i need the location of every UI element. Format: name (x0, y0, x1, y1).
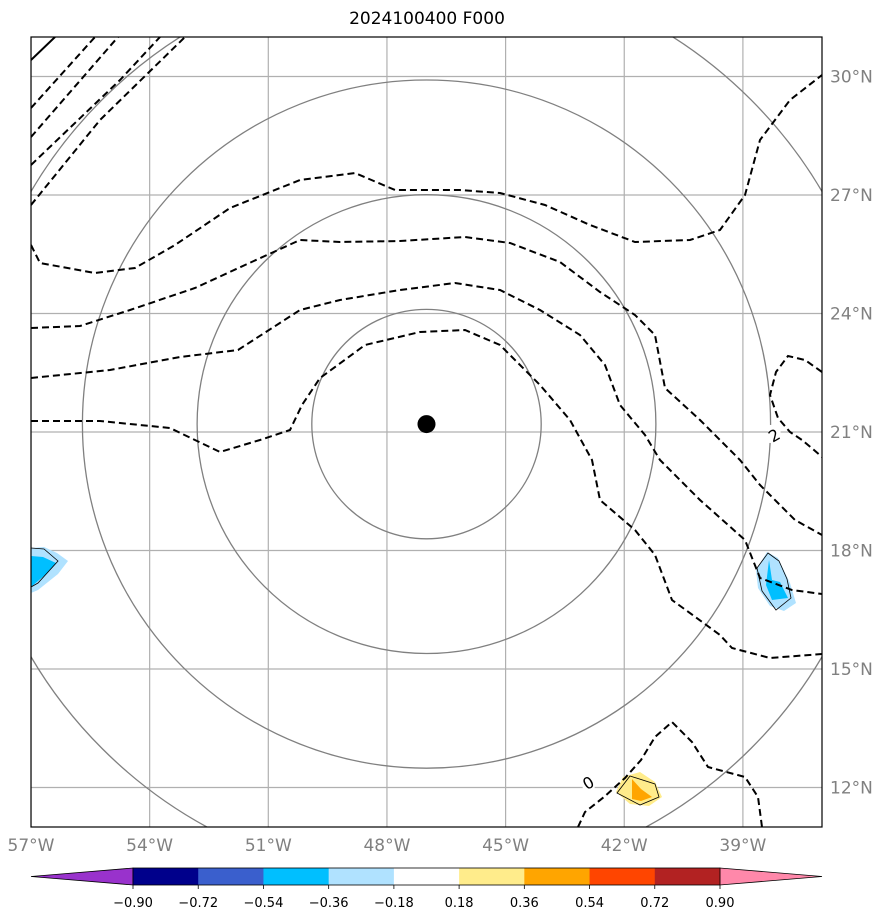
map-frame (30, 36, 823, 828)
longitude-tick-labels: 57°W 54°W 51°W 48°W 45°W 42°W 39°W (8, 836, 767, 856)
colorbar-tick-label: −0.18 (374, 896, 414, 911)
center-marker (417, 415, 436, 434)
storm-center-dot (417, 415, 436, 434)
shaded-blob-south-outline (616, 775, 660, 806)
contour-line (31, 37, 96, 109)
contour-line (768, 354, 822, 458)
colorbar-segment (328, 868, 395, 885)
range-ring (311, 308, 542, 540)
lon-tick-label: 54°W (126, 836, 173, 856)
range-ring (31, 37, 822, 827)
contour-line (31, 281, 822, 595)
colorbar-extend-high (719, 867, 823, 886)
colorbar-tick-label: 0.36 (510, 896, 539, 911)
contour-label: 2 (765, 425, 783, 447)
lat-tick-label: 12°N (830, 779, 873, 799)
contour-line (31, 37, 119, 138)
contour-lines (31, 37, 822, 827)
lat-tick-label: 24°N (830, 305, 873, 325)
lon-tick-label: 45°W (482, 836, 529, 856)
colorbar-segment (263, 868, 330, 885)
contour-line (31, 37, 161, 166)
colorbar-tick-label: 0.54 (575, 896, 604, 911)
contour-labels: 20 (579, 425, 783, 794)
colorbar-tick-label: 0.72 (640, 896, 669, 911)
colorbar-outline (132, 867, 721, 886)
contour-line (31, 235, 822, 536)
contour-label-bg (768, 424, 781, 443)
shaded-blob-south-core (632, 779, 652, 801)
contour-line (31, 328, 822, 660)
range-ring (196, 194, 657, 655)
lat-tick-label: 30°N (830, 68, 873, 88)
map-title: 2024100400 F000 (349, 9, 505, 29)
shaded-field (31, 547, 796, 806)
colorbar-tick-label: 0.18 (445, 896, 474, 911)
colorbar-tick-label: −0.72 (178, 896, 218, 911)
lon-tick-label: 48°W (363, 836, 410, 856)
shaded-blob-west-core (31, 556, 56, 587)
range-rings (31, 37, 822, 827)
contour-line (577, 720, 763, 827)
colorbar-segment (459, 868, 525, 885)
shaded-blob-east-outline (756, 552, 792, 611)
contour-line (31, 74, 822, 275)
contour-line (31, 37, 186, 206)
lat-tick-label: 21°N (830, 423, 873, 443)
colorbar-segment (524, 868, 591, 885)
colorbar-segment (133, 868, 199, 885)
range-ring (81, 79, 772, 769)
lat-tick-label: 18°N (830, 542, 873, 562)
contour-line (31, 37, 56, 61)
contour-label-bg (582, 772, 595, 791)
colorbar-tick-label: −0.36 (309, 896, 349, 911)
latitude-tick-labels: 30°N 27°N 24°N 21°N 18°N 15°N 12°N (830, 68, 873, 799)
lon-tick-label: 39°W (719, 836, 766, 856)
colorbar-tick-label: −0.54 (244, 896, 284, 911)
shaded-blob-west-outline (31, 547, 59, 588)
lat-tick-label: 27°N (830, 186, 873, 206)
colorbar-segment (198, 868, 264, 885)
colorbar-segment (393, 868, 460, 885)
colorbar-segment (589, 868, 656, 885)
contour-label: 0 (579, 772, 597, 794)
colorbar-tick-label: −0.90 (113, 896, 153, 911)
map-area: 20 (31, 37, 822, 827)
shaded-blob-east-core (766, 560, 788, 600)
lon-tick-label: 42°W (601, 836, 648, 856)
colorbar-segment (654, 868, 721, 885)
colorbar-tick-label: 0.90 (706, 896, 735, 911)
lat-tick-label: 15°N (830, 660, 873, 680)
lon-tick-label: 51°W (245, 836, 292, 856)
colorbar-extend-low (30, 867, 134, 886)
lon-tick-label: 57°W (8, 836, 55, 856)
colorbar: −0.90 −0.72 −0.54 −0.36 −0.18 0.18 0.36 0.54 0.7… (30, 867, 823, 911)
